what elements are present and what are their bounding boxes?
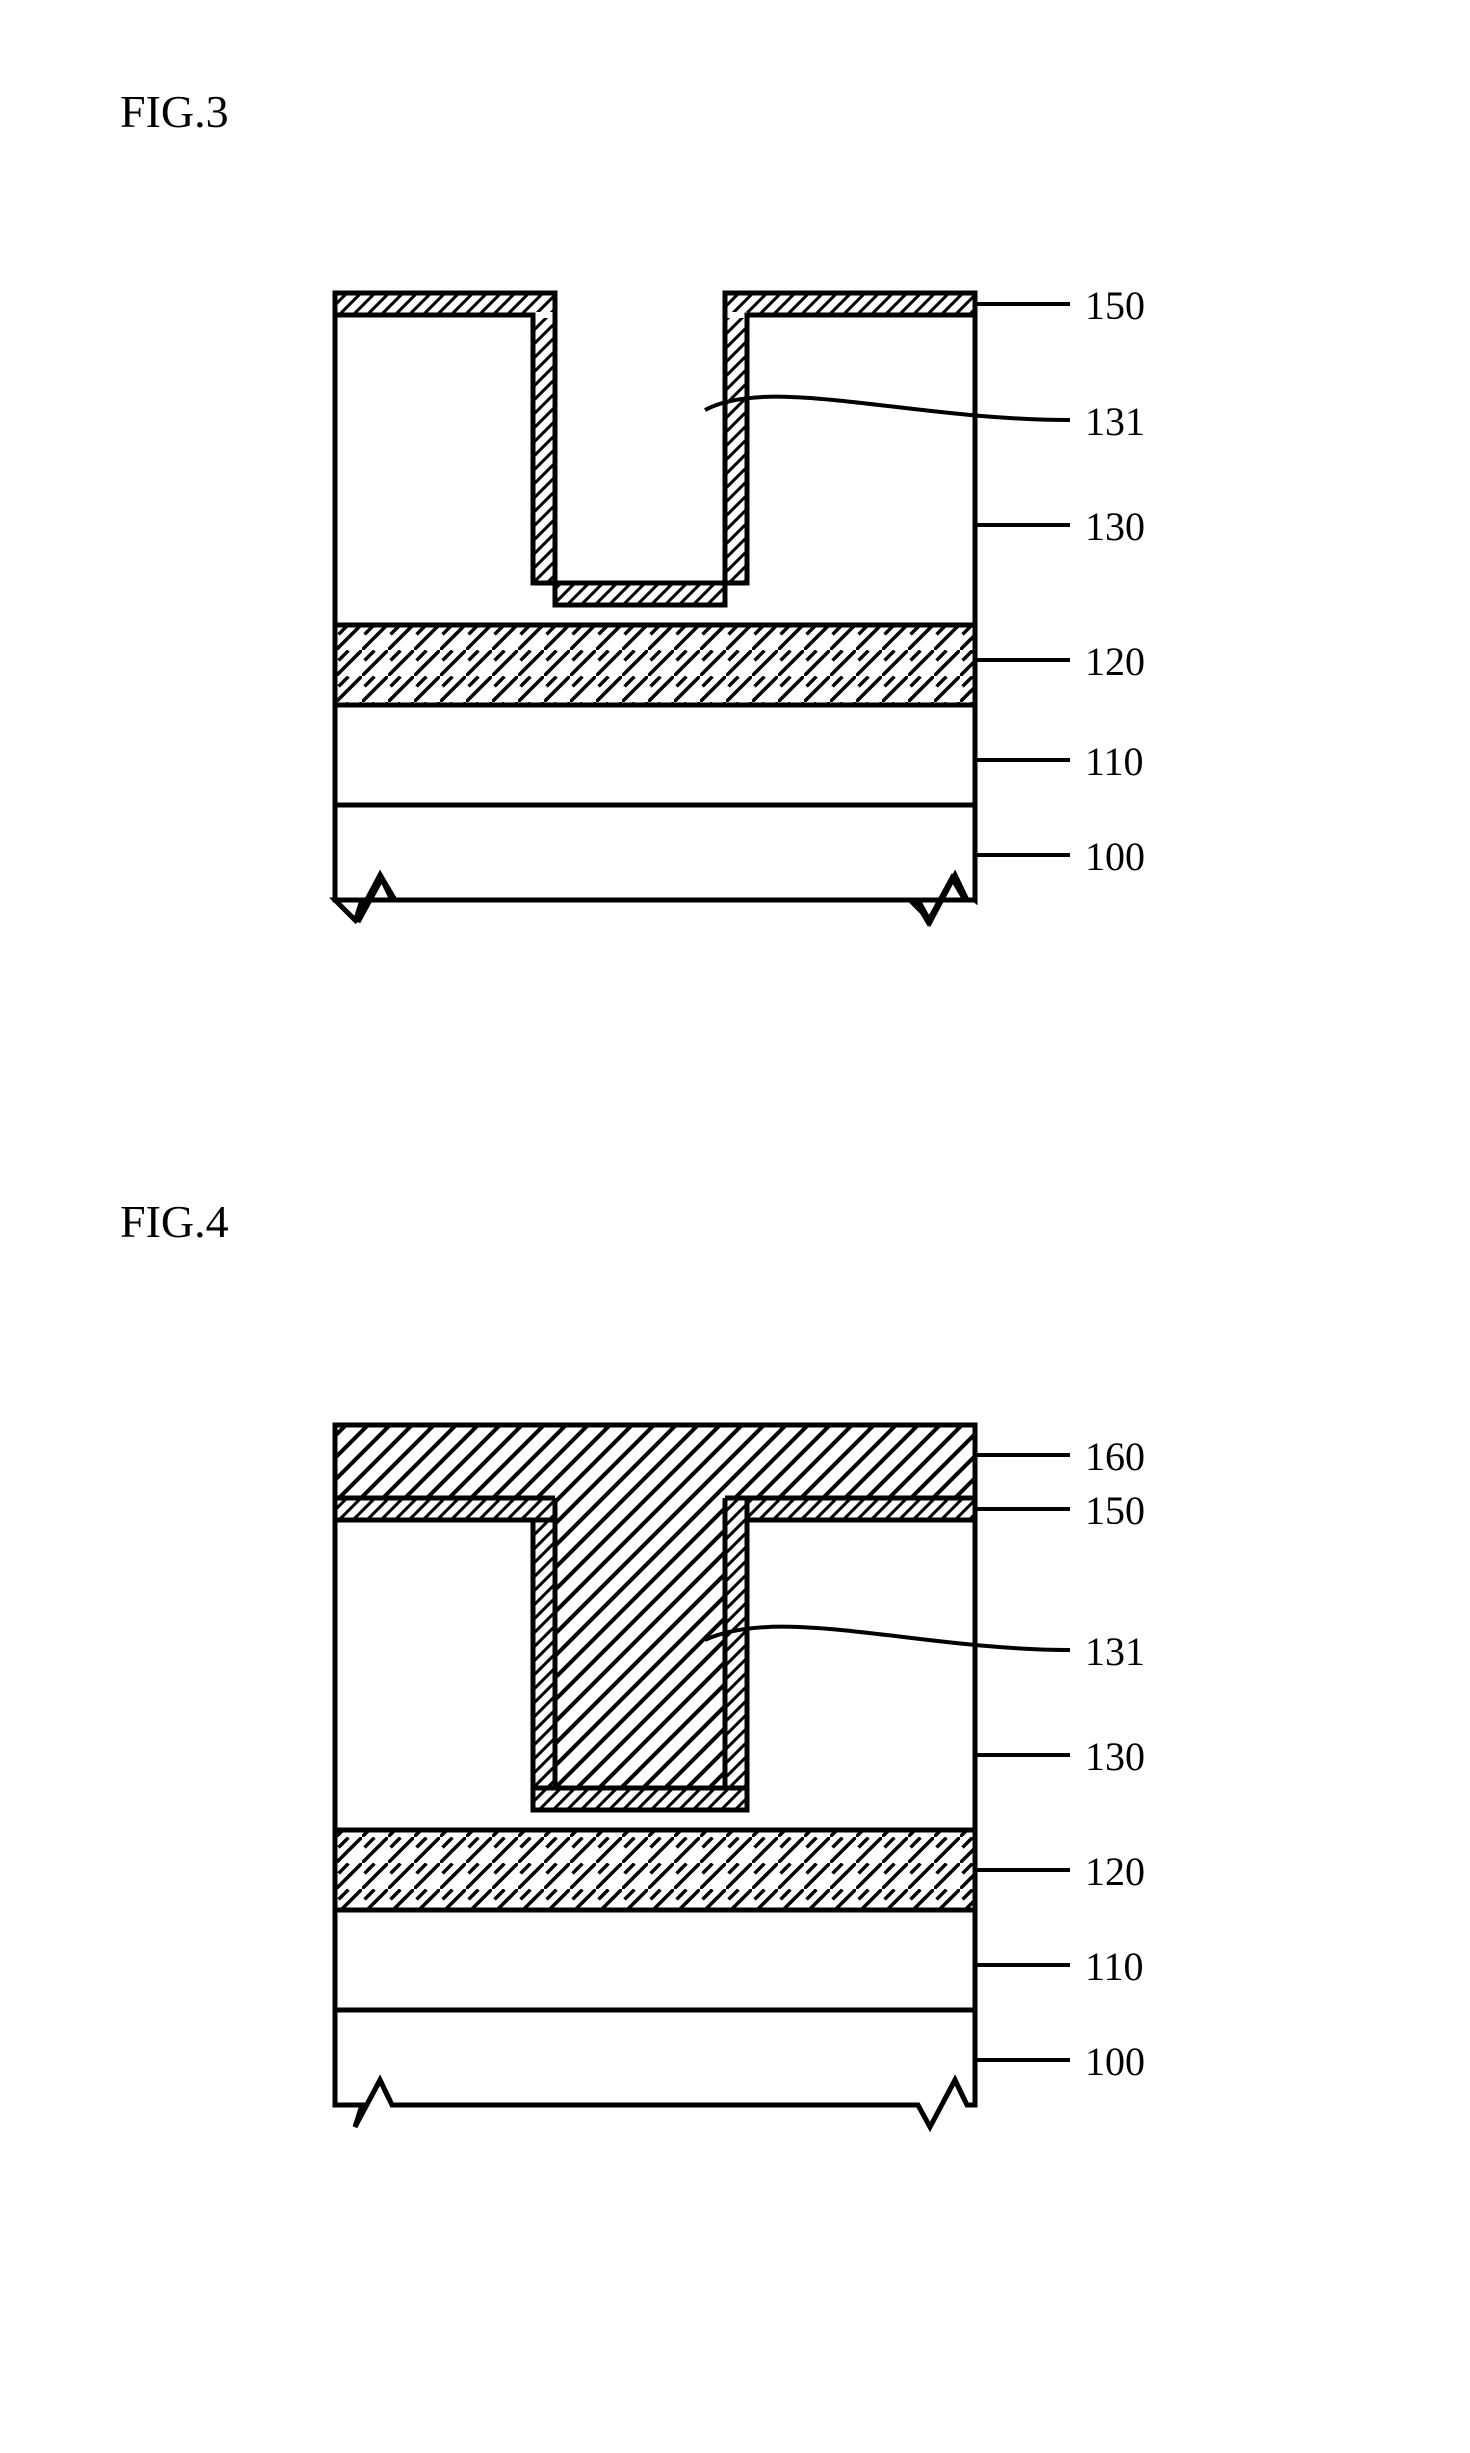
- fig3-label-131: 131: [1085, 398, 1145, 445]
- fig4-svg: [310, 1395, 1170, 2155]
- fig4-label-100: 100: [1085, 2038, 1145, 2085]
- fig3-label-100: 100: [1085, 833, 1145, 880]
- fig3-title: FIG.3: [120, 85, 229, 138]
- fig4-title: FIG.4: [120, 1195, 229, 1248]
- fig4-label-130: 130: [1085, 1733, 1145, 1780]
- fig3-svg: [310, 260, 1170, 950]
- fig4-label-150: 150: [1085, 1487, 1145, 1534]
- fig3-label-150: 150: [1085, 282, 1145, 329]
- fig4-label-110: 110: [1085, 1943, 1144, 1990]
- fig4-label-120: 120: [1085, 1848, 1145, 1895]
- fig3-label-130: 130: [1085, 503, 1145, 550]
- fig3-label-120: 120: [1085, 638, 1145, 685]
- fig4-label-131: 131: [1085, 1628, 1145, 1675]
- fig3-label-110: 110: [1085, 738, 1144, 785]
- fig4-label-160: 160: [1085, 1433, 1145, 1480]
